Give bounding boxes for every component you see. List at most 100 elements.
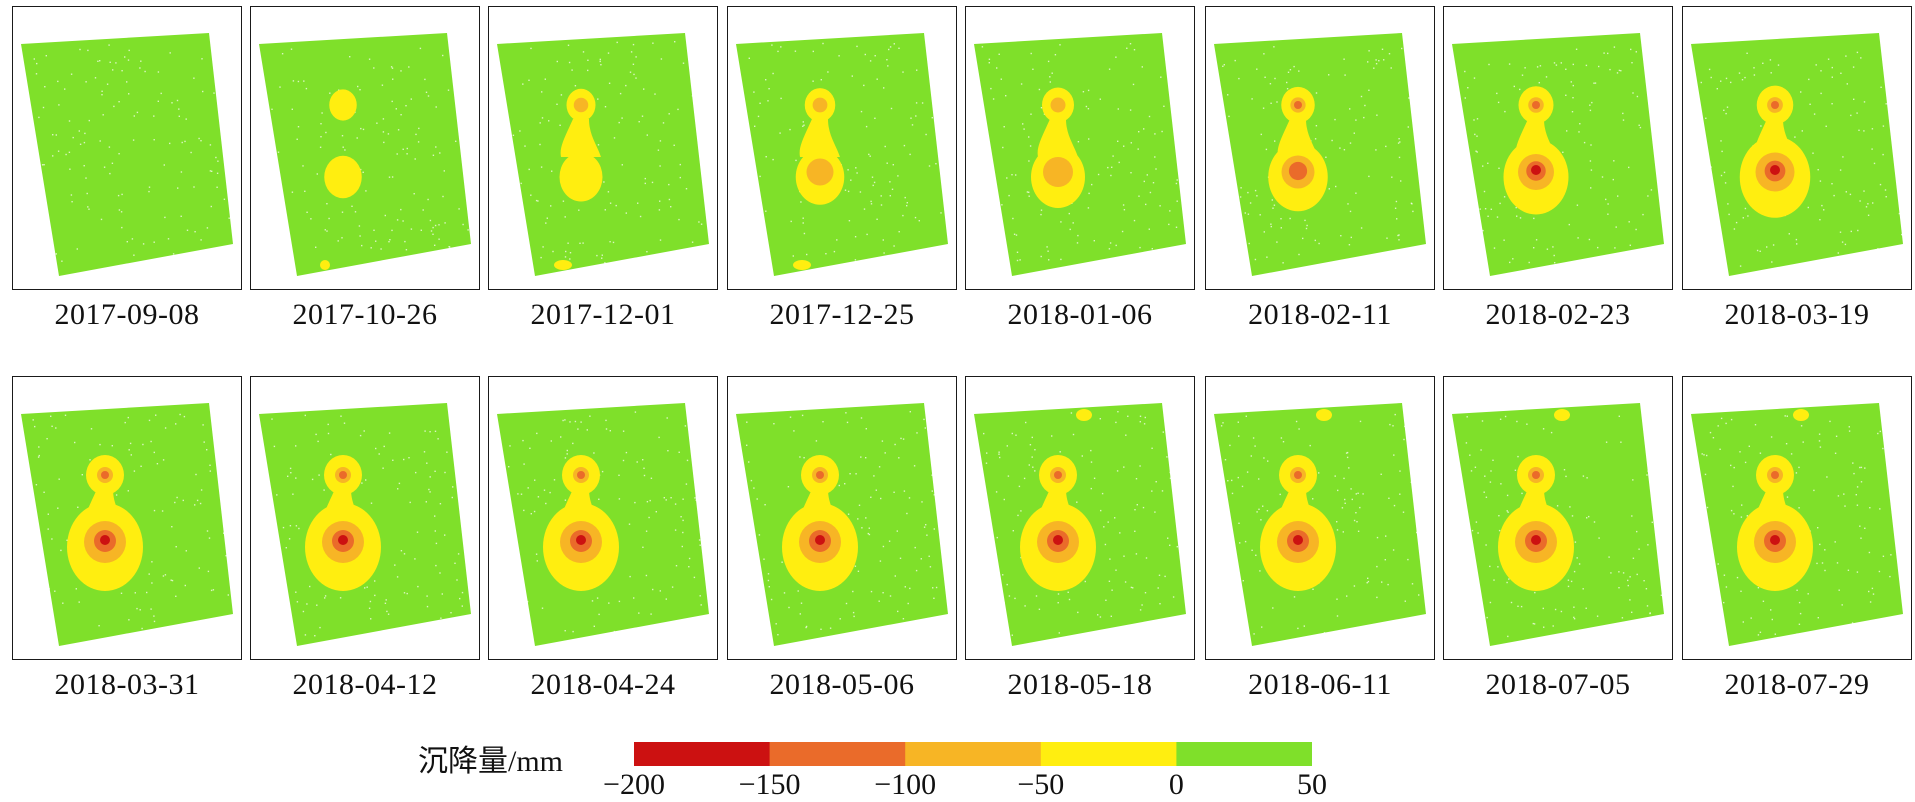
date-caption: 2018-01-06: [960, 298, 1200, 332]
noise-speck: [129, 50, 130, 51]
noise-speck: [1732, 486, 1733, 487]
noise-speck: [404, 241, 405, 242]
noise-speck: [1294, 596, 1295, 597]
noise-speck: [1551, 432, 1552, 433]
noise-speck: [569, 421, 570, 422]
map-panel: [488, 376, 718, 660]
noise-speck: [1832, 77, 1833, 78]
noise-speck: [1498, 515, 1499, 516]
noise-speck: [1094, 240, 1095, 241]
noise-speck: [661, 58, 662, 59]
noise-speck: [1173, 596, 1174, 597]
noise-speck: [1143, 128, 1144, 129]
noise-speck: [57, 508, 58, 509]
subsidence-patch-north: [1554, 409, 1570, 421]
noise-speck: [587, 60, 588, 61]
noise-speck: [1900, 258, 1901, 259]
noise-speck: [541, 91, 542, 92]
noise-speck: [999, 54, 1000, 55]
noise-speck: [694, 497, 695, 498]
noise-speck: [1588, 516, 1589, 517]
noise-speck: [1649, 613, 1650, 614]
noise-speck: [909, 497, 910, 498]
noise-speck: [328, 433, 329, 434]
noise-speck: [1168, 224, 1169, 225]
noise-speck: [669, 199, 670, 200]
noise-speck: [132, 238, 133, 239]
noise-speck: [407, 148, 408, 149]
noise-speck: [816, 440, 817, 441]
noise-speck: [462, 592, 463, 593]
noise-speck: [855, 473, 856, 474]
noise-speck: [128, 619, 129, 620]
noise-speck: [1492, 460, 1493, 461]
noise-speck: [1410, 46, 1411, 47]
noise-speck: [521, 183, 522, 184]
noise-speck: [616, 205, 617, 206]
noise-speck: [1721, 418, 1722, 419]
noise-speck: [1660, 499, 1661, 500]
noise-speck: [87, 193, 88, 194]
noise-speck: [316, 605, 317, 606]
noise-speck: [157, 463, 158, 464]
noise-speck: [1575, 541, 1576, 542]
noise-speck: [1274, 205, 1275, 206]
noise-speck: [1507, 512, 1508, 513]
noise-speck: [1151, 448, 1152, 449]
noise-speck: [982, 46, 983, 47]
noise-speck: [646, 531, 647, 532]
noise-speck: [60, 550, 61, 551]
noise-speck: [1477, 237, 1478, 238]
noise-speck: [1171, 420, 1172, 421]
noise-speck: [1770, 59, 1771, 60]
date-caption: 2018-07-05: [1438, 668, 1678, 702]
noise-speck: [1394, 505, 1395, 506]
noise-speck: [639, 121, 640, 122]
noise-speck: [921, 558, 922, 559]
subsidence-map: [489, 7, 716, 288]
noise-speck: [1260, 519, 1261, 520]
noise-speck: [1386, 238, 1387, 239]
noise-speck: [317, 441, 318, 442]
noise-speck: [71, 201, 72, 202]
noise-speck: [1565, 476, 1566, 477]
noise-speck: [1705, 474, 1706, 475]
noise-speck: [623, 460, 624, 461]
noise-speck: [344, 149, 345, 150]
noise-speck: [1328, 74, 1329, 75]
noise-speck: [43, 492, 44, 493]
noise-speck: [760, 568, 761, 569]
noise-speck: [175, 423, 176, 424]
noise-speck: [1724, 172, 1725, 173]
noise-speck: [400, 114, 401, 115]
noise-speck: [1655, 85, 1656, 86]
noise-speck: [1367, 582, 1368, 583]
noise-speck: [1482, 165, 1483, 166]
noise-speck: [894, 43, 895, 44]
noise-speck: [1263, 108, 1264, 109]
subsidence-map: [251, 377, 478, 658]
noise-speck: [1164, 251, 1165, 252]
noise-speck: [1274, 78, 1275, 79]
subsidence-center-south: [1053, 535, 1063, 545]
noise-speck: [1591, 169, 1592, 170]
noise-speck: [121, 194, 122, 195]
noise-speck: [1337, 529, 1338, 530]
noise-speck: [1134, 531, 1135, 532]
noise-speck: [1039, 89, 1040, 90]
noise-speck: [1115, 422, 1116, 423]
noise-speck: [112, 163, 113, 164]
noise-speck: [109, 146, 110, 147]
noise-speck: [1508, 578, 1509, 579]
noise-speck: [947, 575, 948, 576]
noise-speck: [1239, 616, 1240, 617]
noise-speck: [1571, 581, 1572, 582]
noise-speck: [1853, 99, 1854, 100]
noise-speck: [1276, 101, 1277, 102]
noise-speck: [772, 159, 773, 160]
date-caption: 2017-12-25: [722, 298, 962, 332]
noise-speck: [1398, 138, 1399, 139]
noise-speck: [600, 64, 601, 65]
noise-speck: [424, 451, 425, 452]
noise-speck: [427, 199, 428, 200]
